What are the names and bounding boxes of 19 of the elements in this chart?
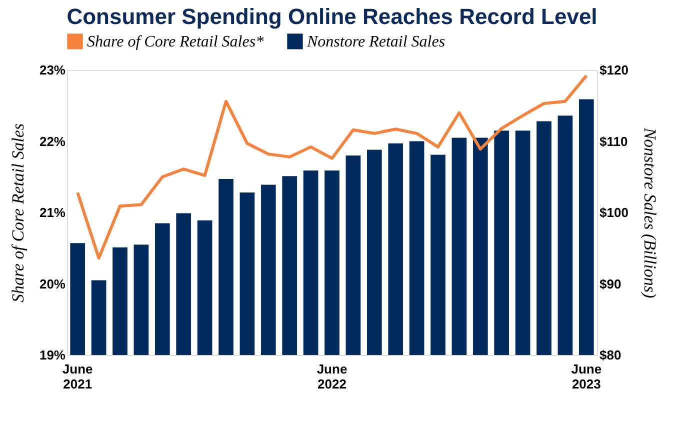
y-tick-label: 19%	[39, 348, 66, 362]
y-tick-label: 22%	[39, 134, 66, 149]
y2-tick-label: $100	[600, 205, 628, 220]
x-tick-label: June 2023	[571, 362, 602, 392]
legend-label: Share of Core Retail Sales*	[87, 33, 264, 50]
x-tick-label: June 2021	[62, 362, 93, 392]
x-tick-label: June 2022	[316, 362, 348, 392]
y-tick-label: 21%	[39, 205, 66, 220]
y-axis-title: Share of Core Retail Sales	[8, 123, 28, 303]
y2-tick-label: $80	[600, 348, 622, 362]
y2-tick-label: $120	[600, 62, 628, 78]
y-tick-label: 20%	[39, 276, 66, 292]
y2-tick-label: $90	[600, 276, 622, 292]
line-series	[76, 74, 588, 260]
legend-label: Nonstore Retail Sales	[306, 33, 446, 50]
y2-tick-label: $110	[600, 134, 628, 149]
y2-axis-title: Nonstore Sales (Billions)	[640, 126, 660, 298]
chart-title: Consumer Spending Online Reaches Record Level	[66, 4, 598, 29]
y-tick-label: 23%	[39, 62, 66, 78]
